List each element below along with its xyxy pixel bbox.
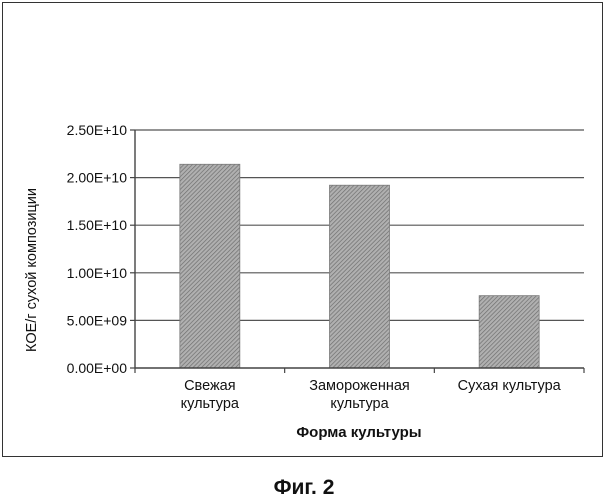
x-axis-title: Форма культуры — [296, 424, 421, 441]
figure-caption: Фиг. 2 — [0, 476, 608, 500]
y-axis-title: КОЕ/г сухой композиции — [24, 188, 40, 352]
x-tick-label-1-0: Замороженная — [309, 378, 410, 394]
bar-chart: 0.00E+00 5.00E+09 1.00E+10 1.50E+10 2.00E+10… — [0, 0, 608, 470]
x-tick-label-0-1: культура — [181, 396, 240, 412]
y-tick-label-2: 1.00E+10 — [67, 265, 128, 281]
bars — [180, 164, 539, 368]
x-tick-label-0-0: Свежая — [184, 378, 236, 394]
y-tick-labels: 0.00E+00 5.00E+09 1.00E+10 1.50E+10 2.00E+10… — [67, 122, 128, 376]
bar-2 — [479, 296, 539, 368]
bar-1 — [330, 185, 390, 368]
y-tick-label-3: 1.50E+10 — [67, 217, 128, 233]
x-tick-label-1-1: культура — [330, 396, 389, 412]
y-tick-label-1: 5.00E+09 — [67, 312, 128, 328]
bar-0 — [180, 164, 240, 368]
x-tick-label-2-0: Сухая культура — [458, 378, 562, 394]
y-tick-label-4: 2.00E+10 — [67, 170, 128, 186]
y-tick-label-0: 0.00E+00 — [67, 360, 128, 376]
y-tick-label-5: 2.50E+10 — [67, 122, 128, 138]
x-tick-labels: Свежая культура Замороженная культура Сухая … — [181, 378, 562, 412]
